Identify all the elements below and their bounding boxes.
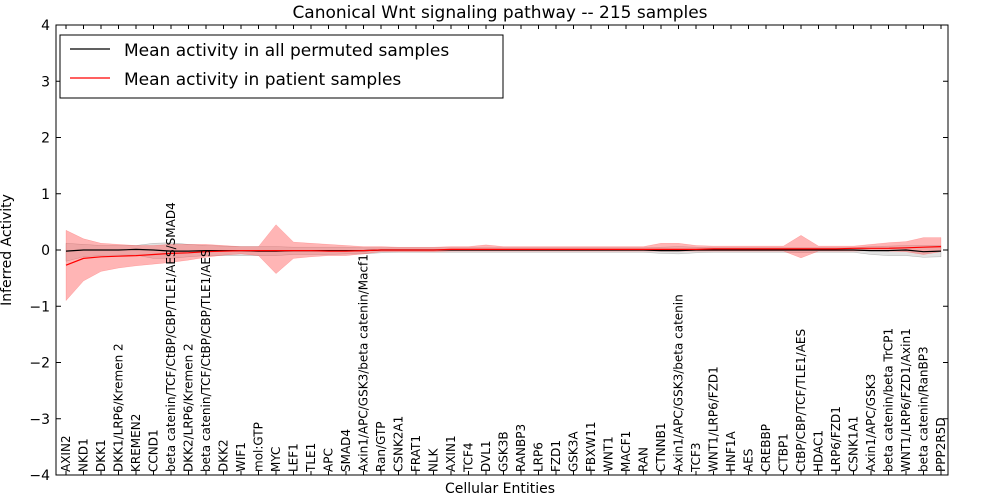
line-patient	[65, 246, 942, 266]
y-axis: −4 −3 −2 −1 0 1 2 3 4	[29, 18, 948, 484]
x-tick-label: beta catenin/RanBP3	[917, 346, 931, 472]
y-axis-label: Inferred Activity	[0, 194, 15, 306]
chart-title: Canonical Wnt signaling pathway -- 215 s…	[292, 3, 707, 23]
x-tick-label: mol:GTP	[252, 422, 266, 472]
x-tick-label: LRP6	[532, 442, 546, 472]
confidence-bands	[65, 224, 942, 302]
x-tick-label: MACF1	[619, 431, 633, 472]
y-tick-label: 3	[41, 74, 50, 90]
x-tick-label: WNT1/LRP6/FZD1/Axin1	[899, 328, 913, 472]
x-tick-label: KREMEN2	[129, 414, 143, 472]
x-tick-label: NLK	[427, 447, 441, 472]
x-tick-label: LRP6/FZD1	[829, 406, 843, 472]
x-tick-label: CSNK1A1	[847, 416, 861, 472]
x-tick-label: HDAC1	[812, 430, 826, 472]
x-tick-label: RANBP3	[514, 424, 528, 472]
x-tick-label: PPP2R5D	[934, 417, 948, 472]
x-tick-label: RAN	[637, 447, 651, 472]
x-tick-label: HNF1A	[724, 430, 738, 472]
y-tick-label: 4	[41, 18, 50, 34]
x-tick-label: GSK3B	[497, 431, 511, 472]
x-tick-label: NKD1	[77, 438, 91, 472]
x-tick-label: Axin1/APC/GSK3	[864, 374, 878, 472]
x-tick-label: beta catenin/TCF/CtBP/CBP/TLE1/AES/SMAD4	[164, 202, 178, 472]
x-tick-label: CTBP1	[777, 433, 791, 472]
band-permuted	[65, 242, 942, 262]
x-tick-label: DVL1	[479, 440, 493, 472]
x-tick-label: WNT1	[602, 436, 616, 472]
x-tick-label: beta catenin/TCF/CtBP/CBP/TLE1/AES	[199, 249, 213, 472]
x-tick-label: SMAD4	[339, 429, 353, 472]
y-tick-label: −1	[29, 299, 50, 315]
x-tick-label: Axin1/APC/GSK3/beta catenin/Macf1	[357, 254, 371, 472]
x-tick-label: AXIN1	[444, 435, 458, 472]
x-tick-label: beta catenin/beta TrCP1	[882, 328, 896, 472]
x-tick-label: CtBP/CBP/TCF/TLE1/AES	[794, 329, 808, 472]
x-tick-label: AES	[742, 449, 756, 472]
legend-label-permuted: Mean activity in all permuted samples	[124, 41, 449, 61]
x-tick-label: MYC	[269, 447, 283, 472]
y-tick-label: 2	[41, 131, 50, 147]
x-axis: AXIN2 NKD1 DKK1 DKK1/LRP6/Kremen 2 KREMEN2 CC…	[59, 25, 948, 475]
x-tick-label: FZD1	[549, 440, 563, 472]
x-tick-label: FRAT1	[409, 435, 423, 472]
x-tick-label: DKK2	[217, 439, 231, 472]
y-tick-label: 1	[41, 187, 50, 203]
x-tick-label: CSNK2A1	[392, 416, 406, 472]
x-tick-label: GSK3A	[567, 431, 581, 472]
legend-box	[59, 34, 504, 99]
y-tick-label: −2	[29, 356, 50, 372]
x-tick-label: WIF1	[234, 442, 248, 472]
band-patient	[65, 224, 942, 302]
x-tick-label: Ran/GTP	[374, 421, 388, 472]
x-tick-label: LEF1	[287, 443, 301, 472]
x-tick-label: APC	[322, 448, 336, 472]
x-tick-label: Axin1/APC/GSK3/beta catenin	[672, 294, 686, 472]
x-tick-label: DKK2/LRP6/Kremen 2	[182, 343, 196, 472]
x-tick-label: AXIN2	[59, 435, 73, 472]
x-tick-label: DKK1/LRP6/Kremen 2	[112, 343, 126, 472]
x-tick-label: DKK1	[94, 439, 108, 472]
y-tick-label: −3	[29, 412, 50, 428]
x-tick-label: FBXW11	[584, 422, 598, 473]
x-axis-label: Cellular Entities	[445, 481, 555, 497]
x-tick-label: TCF3	[689, 442, 703, 473]
y-tick-label: −4	[29, 468, 50, 484]
series-lines	[65, 246, 942, 266]
x-tick-label: CTNNB1	[654, 422, 668, 472]
x-tick-label: TCF4	[462, 442, 476, 473]
legend-label-patient: Mean activity in patient samples	[124, 70, 401, 90]
x-tick-label: CREBBP	[759, 424, 773, 472]
legend: Mean activity in all permuted samples Me…	[59, 34, 504, 99]
x-tick-label: CCND1	[147, 429, 161, 472]
x-tick-label: WNT1/LRP6/FZD1	[707, 366, 721, 472]
y-tick-label: 0	[41, 243, 50, 259]
x-tick-label: TLE1	[304, 443, 318, 473]
